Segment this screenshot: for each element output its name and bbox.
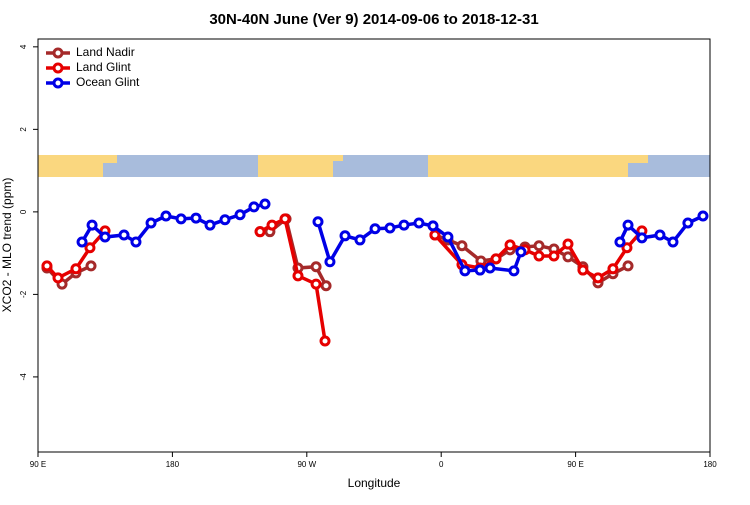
data-point bbox=[76, 236, 88, 248]
series-line bbox=[80, 202, 704, 273]
data-point bbox=[442, 231, 454, 243]
plot-frame bbox=[37, 38, 711, 453]
data-point bbox=[324, 256, 336, 268]
legend-marker bbox=[52, 47, 64, 59]
data-point bbox=[310, 261, 322, 273]
x-tick-label: 90 W bbox=[297, 460, 316, 469]
data-point bbox=[456, 240, 468, 252]
y-tick-label: 0 bbox=[19, 209, 28, 214]
data-point bbox=[697, 210, 709, 222]
data-point bbox=[354, 234, 366, 246]
data-point bbox=[130, 236, 142, 248]
y-axis-label: XCO2 - MLO trend (ppm) bbox=[0, 178, 14, 313]
data-point bbox=[508, 265, 520, 277]
data-point bbox=[533, 250, 545, 262]
data-point bbox=[319, 335, 331, 347]
data-point bbox=[85, 260, 97, 272]
data-point bbox=[234, 209, 246, 221]
data-point bbox=[254, 226, 266, 238]
data-point bbox=[474, 264, 486, 276]
data-point bbox=[41, 260, 53, 272]
data-point bbox=[248, 201, 260, 213]
data-point bbox=[70, 263, 82, 275]
data-point bbox=[682, 217, 694, 229]
data-point bbox=[654, 229, 666, 241]
x-tick-label: 90 E bbox=[567, 460, 583, 469]
data-point bbox=[118, 229, 130, 241]
y-tick-label: 2 bbox=[19, 127, 28, 132]
legend-label: Land Nadir bbox=[76, 45, 135, 59]
data-point bbox=[504, 239, 516, 251]
data-point bbox=[490, 253, 502, 265]
data-point bbox=[562, 238, 574, 250]
data-point bbox=[384, 222, 396, 234]
data-point bbox=[292, 270, 304, 282]
data-point bbox=[99, 231, 111, 243]
data-point bbox=[533, 240, 545, 252]
x-tick-label: 0 bbox=[439, 460, 444, 469]
data-point bbox=[190, 212, 202, 224]
x-tick-label: 90 E bbox=[30, 460, 46, 469]
data-point bbox=[592, 272, 604, 284]
data-point bbox=[145, 217, 157, 229]
data-point bbox=[84, 242, 96, 254]
data-point bbox=[339, 230, 351, 242]
data-point bbox=[621, 242, 633, 254]
data-point bbox=[515, 246, 527, 258]
map-strip bbox=[38, 155, 710, 177]
x-axis-label: Longitude bbox=[348, 476, 401, 490]
y-tick-label: 4 bbox=[19, 44, 28, 49]
data-point bbox=[398, 219, 410, 231]
data-point bbox=[369, 223, 381, 235]
legend-marker bbox=[52, 62, 64, 74]
data-point bbox=[459, 265, 471, 277]
data-point bbox=[562, 251, 574, 263]
y-tick-label: -2 bbox=[19, 290, 28, 298]
data-point bbox=[175, 213, 187, 225]
data-point bbox=[484, 262, 496, 274]
legend-label: Land Glint bbox=[76, 60, 131, 74]
data-point bbox=[310, 278, 322, 290]
data-point bbox=[636, 232, 648, 244]
data-point bbox=[312, 216, 324, 228]
data-point bbox=[622, 219, 634, 231]
data-point bbox=[577, 264, 589, 276]
y-tick-label: -4 bbox=[19, 373, 28, 381]
legend-label: Ocean Glint bbox=[76, 75, 140, 89]
data-point bbox=[548, 250, 560, 262]
data-point bbox=[160, 210, 172, 222]
data-point bbox=[259, 198, 271, 210]
data-point bbox=[667, 236, 679, 248]
chart-title: 30N-40N June (Ver 9) 2014-09-06 to 2018-… bbox=[209, 11, 538, 28]
data-point bbox=[204, 219, 216, 231]
data-point bbox=[52, 272, 64, 284]
data-point bbox=[614, 236, 626, 248]
data-point bbox=[266, 219, 278, 231]
data-point bbox=[413, 217, 425, 229]
data-point bbox=[279, 213, 291, 225]
x-tick-label: 180 bbox=[703, 460, 717, 469]
legend-marker bbox=[52, 77, 64, 89]
data-point bbox=[86, 219, 98, 231]
data-point bbox=[607, 263, 619, 275]
data-point bbox=[427, 220, 439, 232]
data-point bbox=[429, 229, 441, 241]
data-point bbox=[622, 260, 634, 272]
x-tick-label: 180 bbox=[166, 460, 180, 469]
data-point bbox=[320, 280, 332, 292]
data-point bbox=[219, 214, 231, 226]
